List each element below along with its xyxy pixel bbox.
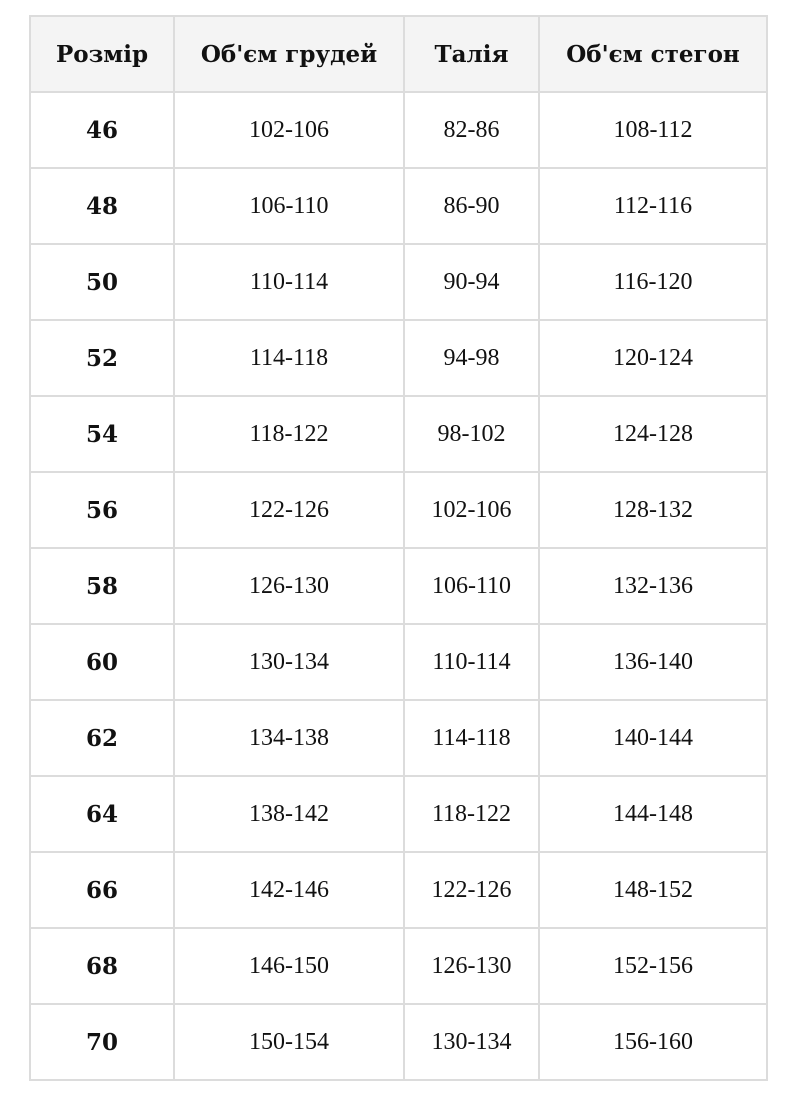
size-cell: 64 (29, 775, 175, 853)
hips-cell: 112-116 (538, 167, 768, 245)
chest-cell: 138-142 (173, 775, 405, 853)
waist-cell: 130-134 (403, 1003, 540, 1081)
chest-cell: 150-154 (173, 1003, 405, 1081)
waist-cell: 90-94 (403, 243, 540, 321)
waist-cell: 106-110 (403, 547, 540, 625)
waist-cell: 114-118 (403, 699, 540, 777)
waist-cell: 118-122 (403, 775, 540, 853)
hips-cell: 120-124 (538, 319, 768, 397)
chest-cell: 118-122 (173, 395, 405, 473)
chest-cell: 122-126 (173, 471, 405, 549)
waist-cell: 82-86 (403, 91, 540, 169)
waist-cell: 102-106 (403, 471, 540, 549)
header-hips: Об'єм стегон (538, 15, 768, 93)
header-chest: Об'єм грудей (173, 15, 405, 93)
size-cell: 68 (29, 927, 175, 1005)
size-cell: 48 (29, 167, 175, 245)
hips-cell: 140-144 (538, 699, 768, 777)
table-row: 54 118-122 98-102 124-128 (29, 395, 768, 473)
size-cell: 46 (29, 91, 175, 169)
hips-cell: 128-132 (538, 471, 768, 549)
size-cell: 50 (29, 243, 175, 321)
hips-cell: 124-128 (538, 395, 768, 473)
size-cell: 60 (29, 623, 175, 701)
chest-cell: 102-106 (173, 91, 405, 169)
hips-cell: 108-112 (538, 91, 768, 169)
size-cell: 56 (29, 471, 175, 549)
size-cell: 70 (29, 1003, 175, 1081)
table-row: 62 134-138 114-118 140-144 (29, 699, 768, 777)
table-row: 60 130-134 110-114 136-140 (29, 623, 768, 701)
waist-cell: 98-102 (403, 395, 540, 473)
chest-cell: 106-110 (173, 167, 405, 245)
table-row: 58 126-130 106-110 132-136 (29, 547, 768, 625)
hips-cell: 116-120 (538, 243, 768, 321)
table-row: 52 114-118 94-98 120-124 (29, 319, 768, 397)
table-row: 46 102-106 82-86 108-112 (29, 91, 768, 169)
chest-cell: 130-134 (173, 623, 405, 701)
chest-cell: 126-130 (173, 547, 405, 625)
waist-cell: 86-90 (403, 167, 540, 245)
chest-cell: 146-150 (173, 927, 405, 1005)
waist-cell: 94-98 (403, 319, 540, 397)
size-cell: 58 (29, 547, 175, 625)
table-row: 70 150-154 130-134 156-160 (29, 1003, 768, 1081)
size-cell: 54 (29, 395, 175, 473)
waist-cell: 110-114 (403, 623, 540, 701)
hips-cell: 152-156 (538, 927, 768, 1005)
size-cell: 66 (29, 851, 175, 929)
table-row: 68 146-150 126-130 152-156 (29, 927, 768, 1005)
table-row: 50 110-114 90-94 116-120 (29, 243, 768, 321)
hips-cell: 132-136 (538, 547, 768, 625)
table-row: 56 122-126 102-106 128-132 (29, 471, 768, 549)
header-size: Розмір (29, 15, 175, 93)
chest-cell: 114-118 (173, 319, 405, 397)
size-chart-table: Розмір Об'єм грудей Талія Об'єм стегон 4… (29, 15, 768, 1081)
hips-cell: 136-140 (538, 623, 768, 701)
header-waist: Талія (403, 15, 540, 93)
waist-cell: 122-126 (403, 851, 540, 929)
header-row: Розмір Об'єм грудей Талія Об'єм стегон (29, 15, 768, 93)
table-row: 48 106-110 86-90 112-116 (29, 167, 768, 245)
chest-cell: 134-138 (173, 699, 405, 777)
size-cell: 52 (29, 319, 175, 397)
hips-cell: 156-160 (538, 1003, 768, 1081)
table-row: 64 138-142 118-122 144-148 (29, 775, 768, 853)
table-row: 66 142-146 122-126 148-152 (29, 851, 768, 929)
chest-cell: 110-114 (173, 243, 405, 321)
waist-cell: 126-130 (403, 927, 540, 1005)
hips-cell: 144-148 (538, 775, 768, 853)
chest-cell: 142-146 (173, 851, 405, 929)
hips-cell: 148-152 (538, 851, 768, 929)
size-cell: 62 (29, 699, 175, 777)
